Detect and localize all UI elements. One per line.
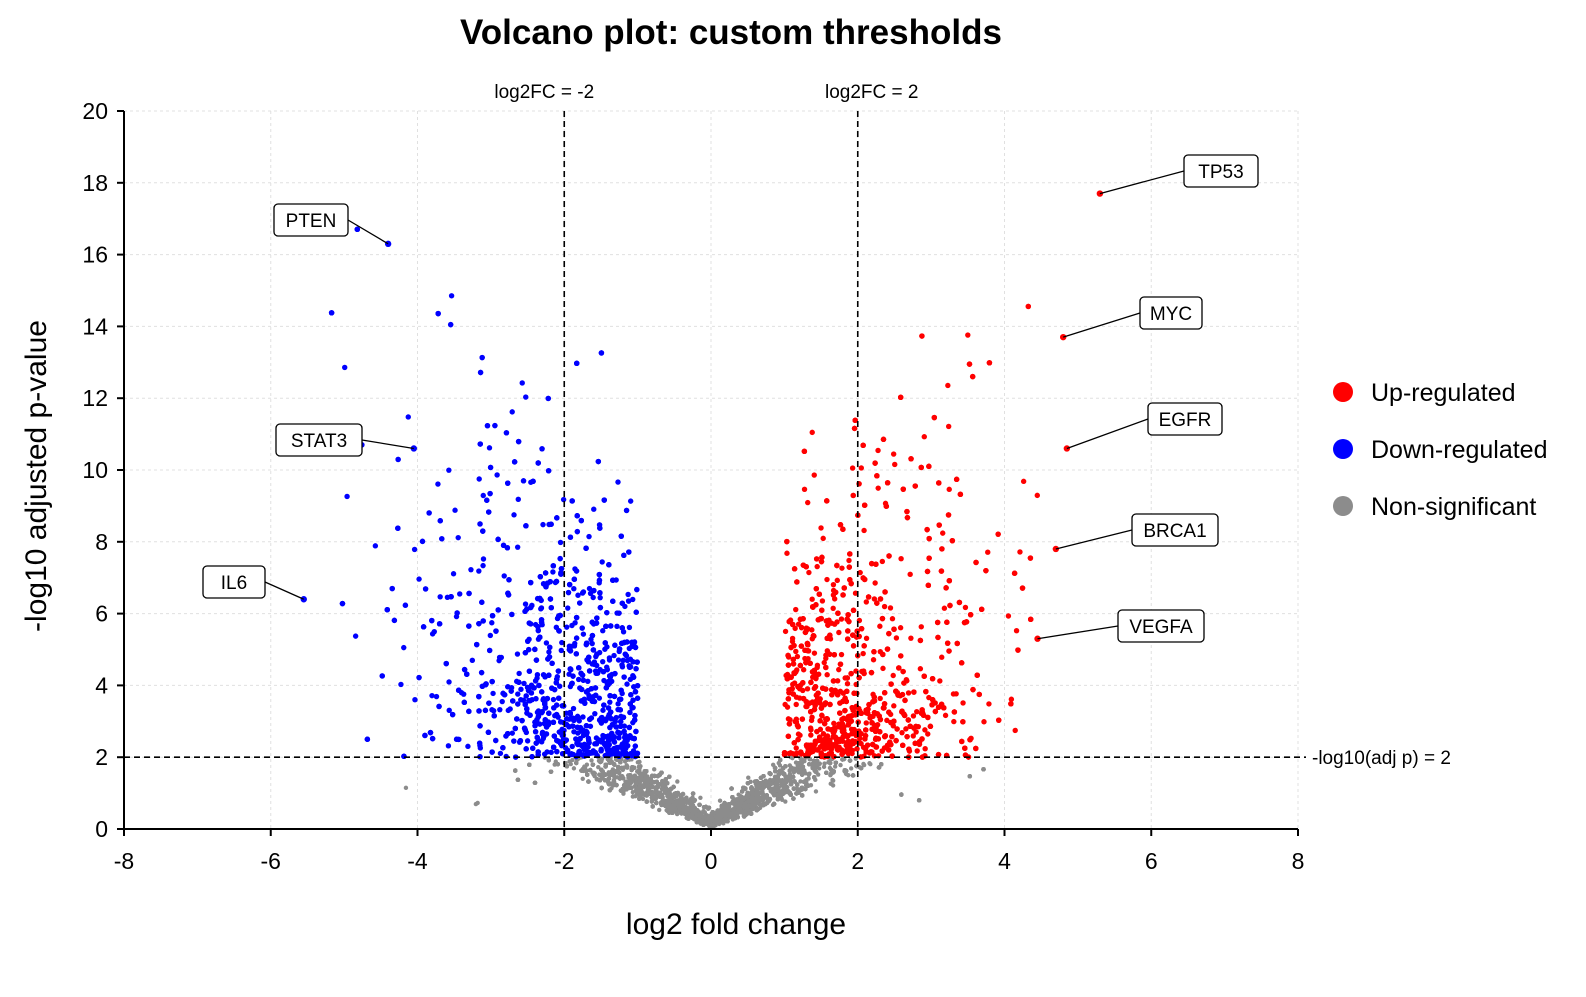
data-point <box>718 799 722 803</box>
data-point <box>581 777 585 781</box>
data-point <box>637 760 641 764</box>
data-point <box>746 775 750 779</box>
data-point <box>807 773 811 777</box>
chart-title: Volcano plot: custom thresholds <box>460 13 1002 52</box>
data-point <box>831 778 835 782</box>
data-point <box>657 808 661 812</box>
data-point <box>867 761 871 765</box>
data-point <box>404 786 408 790</box>
data-point <box>572 766 576 770</box>
data-point <box>833 764 837 768</box>
data-point <box>698 796 702 800</box>
data-point <box>675 779 679 783</box>
data-point <box>693 798 697 802</box>
data-point <box>849 766 853 770</box>
data-point <box>631 790 635 794</box>
data-point <box>814 789 818 793</box>
data-points <box>329 227 1040 830</box>
data-point <box>652 767 656 771</box>
data-point <box>817 766 821 770</box>
data-point <box>838 763 842 767</box>
data-point <box>783 799 787 803</box>
data-point <box>861 762 865 766</box>
data-point <box>569 762 573 766</box>
data-point <box>589 758 593 762</box>
data-point <box>822 765 826 769</box>
series-non-significant <box>404 755 986 829</box>
data-point <box>474 802 478 806</box>
